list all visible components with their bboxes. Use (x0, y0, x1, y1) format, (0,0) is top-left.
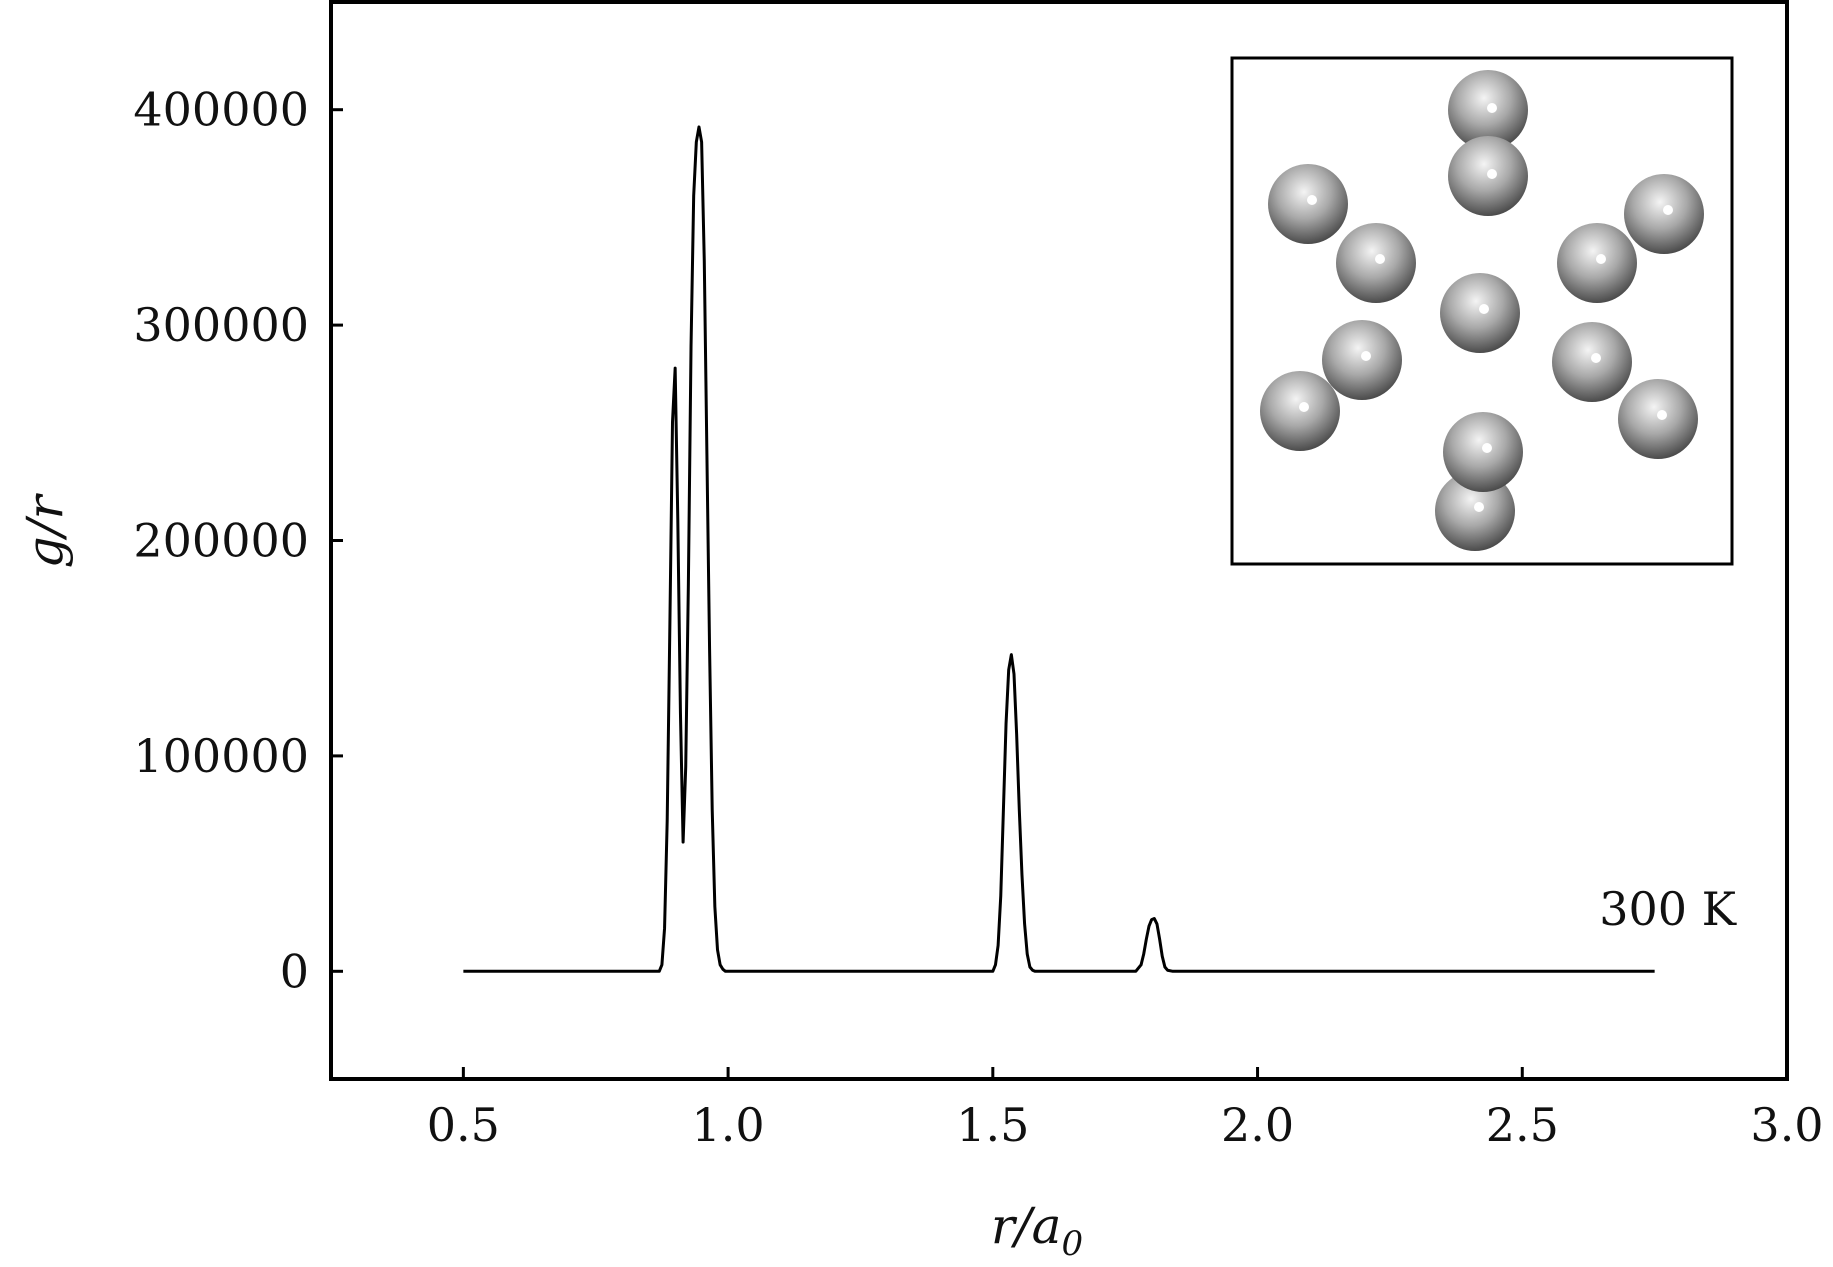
atom-sphere (1440, 273, 1520, 353)
y-tick-label: 100000 (133, 729, 309, 783)
atom-sphere (1260, 371, 1340, 451)
y-tick-label: 400000 (133, 83, 309, 137)
atom-sphere (1552, 322, 1632, 402)
x-tick-label: 3.0 (1750, 1098, 1823, 1152)
atom-sphere (1448, 70, 1528, 150)
x-tick-label: 0.5 (427, 1098, 500, 1152)
atom-sphere (1435, 471, 1515, 551)
atom-sphere (1336, 223, 1416, 303)
y-tick-label: 0 (280, 944, 309, 998)
x-tick-label: 2.5 (1486, 1098, 1559, 1152)
atom-sphere (1618, 379, 1698, 459)
atom-sphere (1268, 164, 1348, 244)
atom-sphere (1322, 320, 1402, 400)
atom-sphere (1557, 223, 1637, 303)
atom-sphere (1624, 174, 1704, 254)
svg-text:r/a0: r/a0 (991, 1197, 1083, 1264)
temperature-annotation: 300 K (1599, 882, 1737, 936)
svg-text:g/r: g/r (16, 493, 74, 569)
axis-label-y: g/r (16, 493, 74, 569)
x-tick-label: 1.5 (956, 1098, 1029, 1152)
x-axis-ticks: 0.5 1.0 1.5 2.0 2.5 3.0 (427, 1067, 1824, 1152)
atom-sphere (1443, 412, 1523, 492)
structure-inset (1230, 56, 1734, 566)
y-tick-label: 200000 (133, 514, 309, 568)
series-line (463, 125, 1655, 973)
x-tick-label: 2.0 (1221, 1098, 1294, 1152)
x-tick-label: 1.0 (692, 1098, 765, 1152)
atom-sphere (1448, 136, 1528, 216)
y-axis-ticks: 0 100000 200000 300000 400000 (133, 83, 343, 998)
y-tick-label: 300000 (133, 298, 309, 352)
axis-label-x: r/a0 (991, 1197, 1083, 1264)
